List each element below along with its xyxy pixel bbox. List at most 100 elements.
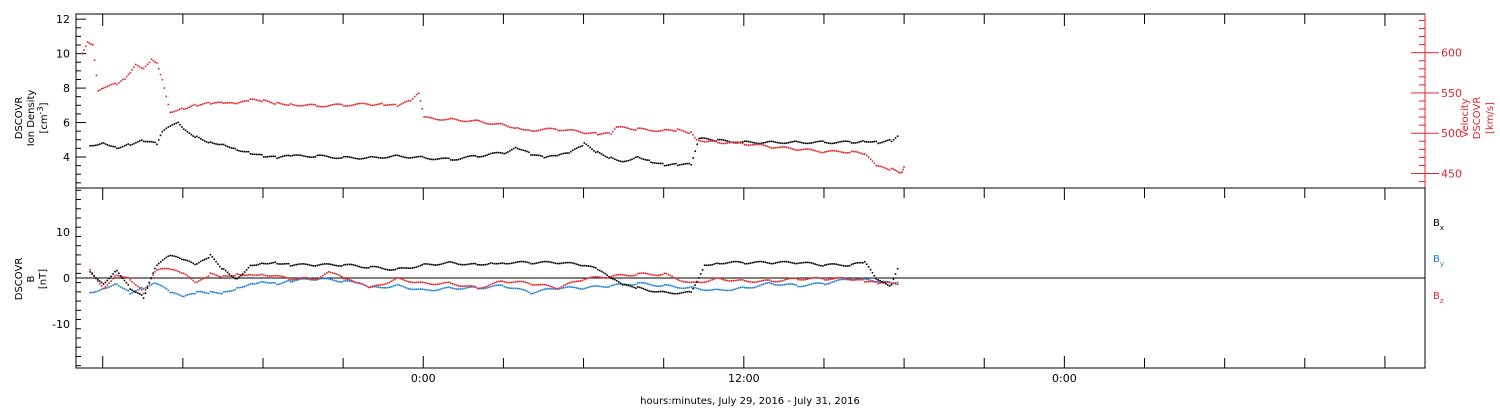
velocity-point xyxy=(541,128,544,131)
bz-point xyxy=(409,281,412,283)
bx-point xyxy=(885,283,887,285)
density-point xyxy=(585,143,588,146)
bz-point xyxy=(862,278,864,281)
density-point xyxy=(762,142,765,144)
density-point xyxy=(266,156,269,158)
bx-point xyxy=(524,261,526,263)
velocity-point xyxy=(654,130,656,133)
velocity-point xyxy=(465,120,467,123)
bz-point xyxy=(858,278,860,281)
density-point xyxy=(690,164,692,166)
by-point xyxy=(429,289,431,292)
bx-point xyxy=(665,291,668,293)
density-point xyxy=(526,150,528,153)
density-point xyxy=(303,155,305,157)
density-point xyxy=(493,152,496,154)
bx-point xyxy=(820,264,822,267)
bx-point xyxy=(112,273,114,275)
density-point xyxy=(98,143,101,145)
by-point xyxy=(680,287,683,290)
bx-point xyxy=(221,267,223,270)
density-point xyxy=(316,154,318,157)
bx-point xyxy=(600,270,603,273)
by-point xyxy=(390,285,393,288)
density-point xyxy=(322,154,324,157)
by-point xyxy=(406,287,408,289)
bx-point xyxy=(764,261,767,264)
velocity-point xyxy=(554,128,557,130)
by-point xyxy=(97,290,99,292)
density-point xyxy=(644,158,647,161)
velocity-point xyxy=(820,151,822,154)
bz-point xyxy=(379,284,381,286)
density-point xyxy=(694,150,696,152)
density-point xyxy=(814,141,816,143)
density-point xyxy=(387,156,389,159)
bz-point xyxy=(774,280,776,283)
bx-point xyxy=(616,279,618,282)
bx-point xyxy=(514,261,517,264)
bz-point xyxy=(450,282,452,284)
bz-point xyxy=(274,274,276,277)
velocity-point xyxy=(772,147,774,149)
bfield-tick-label: -10 xyxy=(52,318,70,331)
velocity-point xyxy=(312,103,315,106)
velocity-point xyxy=(182,108,185,111)
bz-point xyxy=(518,280,521,283)
density-point xyxy=(451,159,454,161)
density-point xyxy=(329,156,332,159)
bx-point xyxy=(148,282,151,284)
velocity-point xyxy=(238,101,240,104)
bx-point xyxy=(512,262,515,264)
density-point xyxy=(854,142,857,144)
bx-point xyxy=(366,267,368,269)
velocity-point xyxy=(333,103,336,106)
by-point xyxy=(348,280,351,282)
density-point xyxy=(778,142,780,144)
by-point xyxy=(490,285,492,288)
velocity-point xyxy=(221,101,223,104)
bz-point xyxy=(604,277,607,279)
velocity-point xyxy=(711,140,713,142)
bx-point xyxy=(633,286,635,289)
by-point xyxy=(301,278,303,280)
by-point xyxy=(175,292,177,295)
bz-point xyxy=(160,268,162,270)
velocity-point xyxy=(203,102,206,105)
by-point xyxy=(448,286,450,288)
bx-point xyxy=(222,268,225,270)
bz-point xyxy=(856,279,858,281)
by-point xyxy=(270,282,273,284)
by-point xyxy=(409,288,412,290)
bx-point xyxy=(848,265,851,267)
bz-point xyxy=(301,277,303,279)
velocity-point xyxy=(843,151,845,154)
by-point xyxy=(257,282,259,284)
bx-point xyxy=(188,260,191,263)
density-point xyxy=(95,144,97,147)
by-point xyxy=(497,284,500,286)
bz-point xyxy=(814,276,816,279)
by-point xyxy=(215,291,217,294)
velocity-point xyxy=(180,107,183,110)
by-point xyxy=(837,279,839,281)
bx-point xyxy=(837,263,839,266)
bz-point xyxy=(680,280,683,282)
density-point xyxy=(430,158,433,161)
bz-point xyxy=(736,279,738,282)
velocity-point xyxy=(705,140,708,143)
bz-point xyxy=(190,278,193,280)
bz-point xyxy=(627,274,629,277)
velocity-point xyxy=(318,105,320,108)
by-point xyxy=(93,291,95,293)
velocity-point xyxy=(339,103,341,106)
velocity-point xyxy=(196,105,198,107)
by-point xyxy=(535,291,538,293)
bx-point xyxy=(163,257,166,260)
bx-point xyxy=(776,261,778,264)
density-point xyxy=(106,144,109,146)
density-point xyxy=(669,163,671,166)
velocity-point xyxy=(753,143,755,146)
density-point xyxy=(301,154,303,157)
by-point xyxy=(696,287,698,290)
